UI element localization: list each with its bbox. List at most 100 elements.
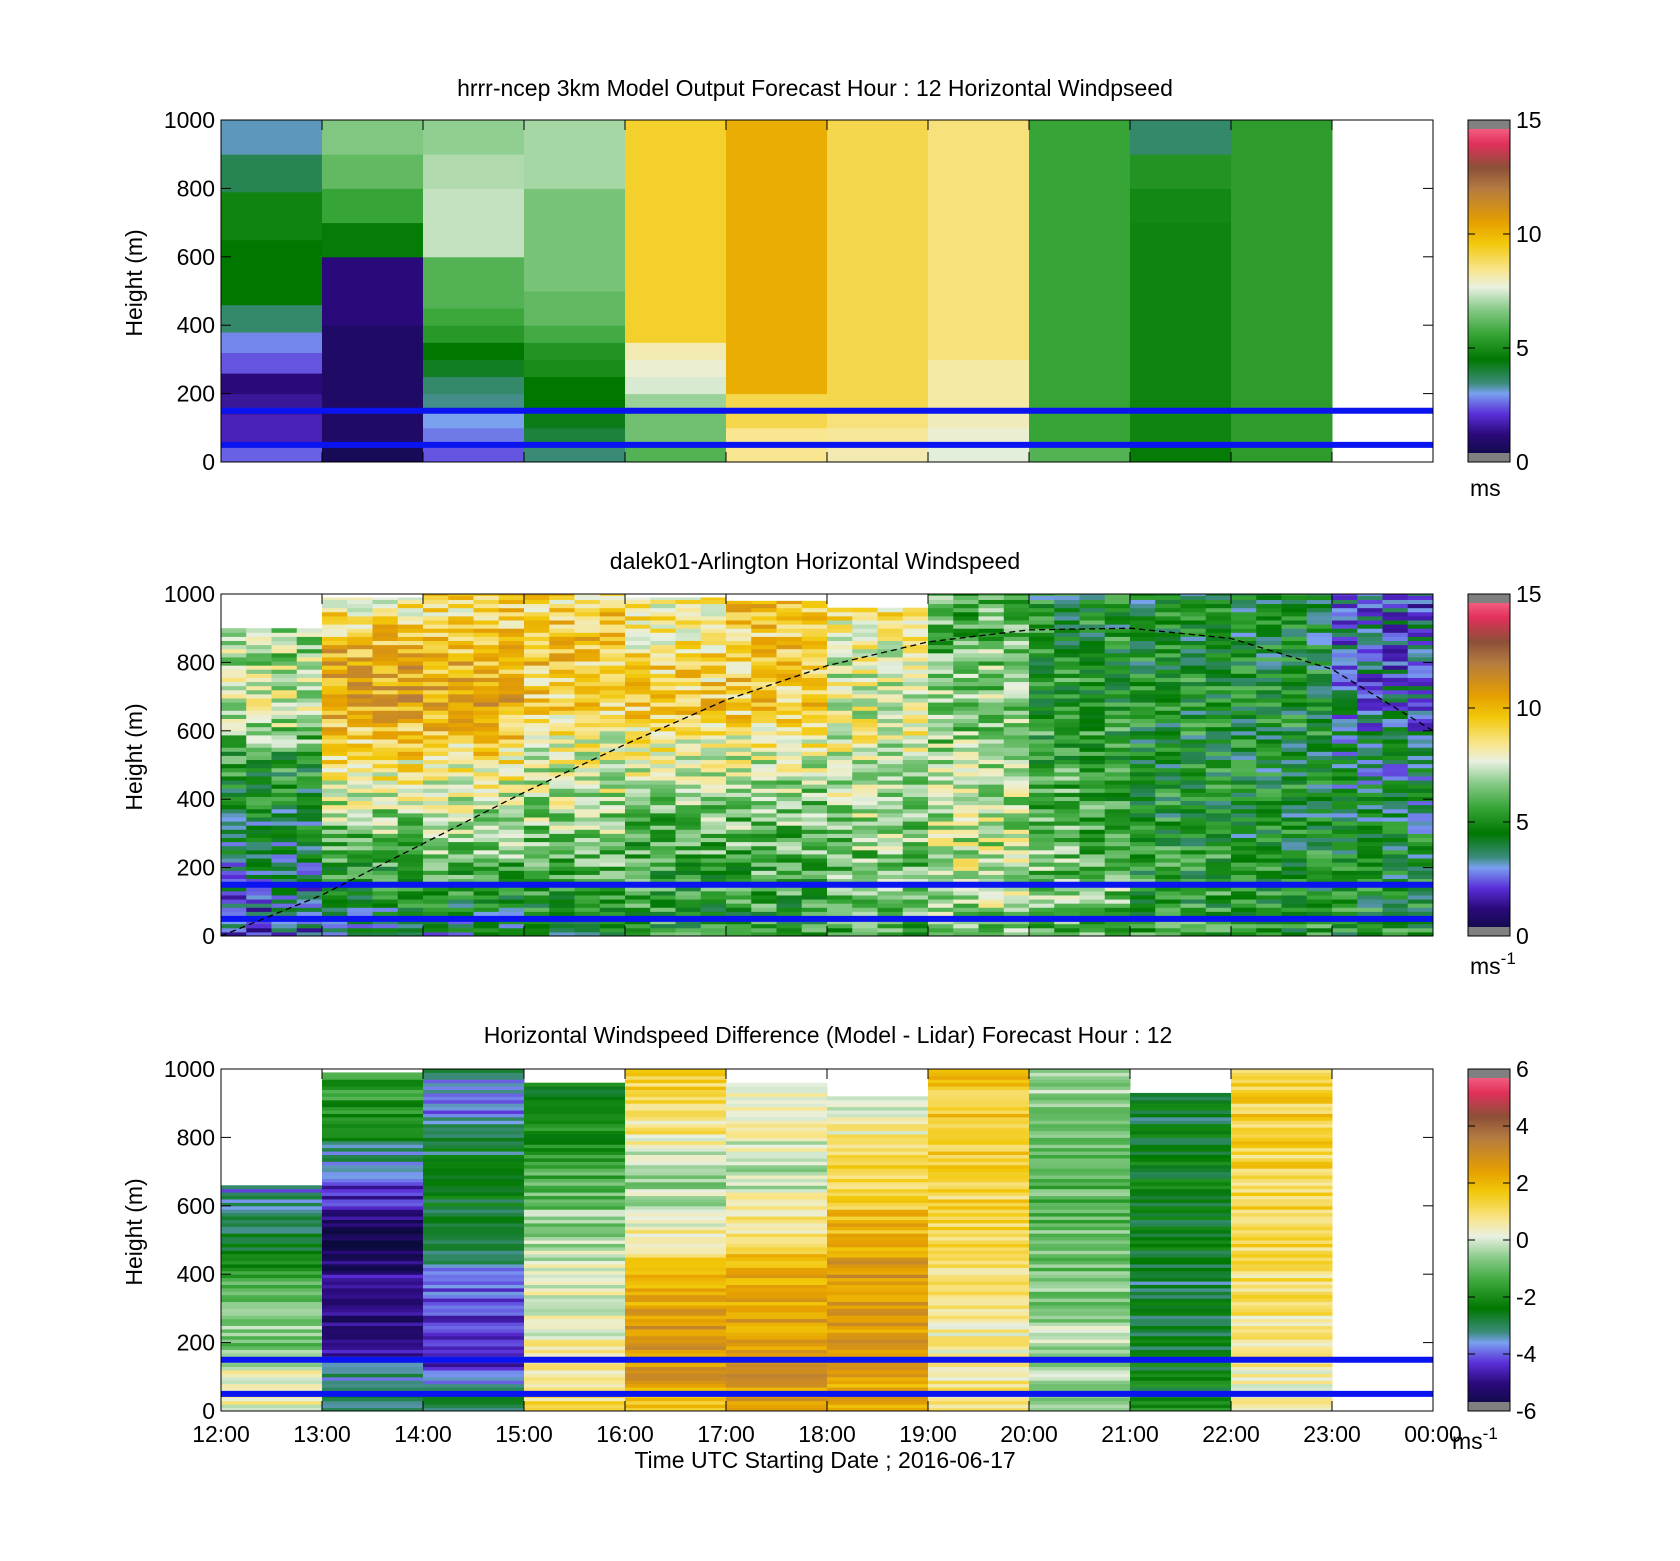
data-cell xyxy=(776,697,803,703)
data-cell xyxy=(1104,665,1131,670)
data-cell xyxy=(1306,594,1333,596)
data-cell xyxy=(574,771,601,777)
data-cell xyxy=(852,870,878,875)
data-cell xyxy=(928,611,954,617)
data-cell xyxy=(1054,837,1080,843)
data-cell xyxy=(776,911,803,916)
data-cell xyxy=(1205,677,1232,683)
data-cell xyxy=(1256,599,1282,605)
data-cell xyxy=(852,841,878,847)
data-cell xyxy=(1332,710,1358,715)
data-cell xyxy=(296,718,323,724)
data-cell xyxy=(625,1123,727,1128)
data-cell xyxy=(1332,780,1358,785)
data-cell xyxy=(1029,718,1055,724)
data-cell xyxy=(1104,730,1131,736)
data-cell xyxy=(1231,673,1257,678)
data-cell xyxy=(726,600,752,605)
data-cell xyxy=(1155,907,1181,912)
data-cell xyxy=(928,1171,1030,1176)
data-cell xyxy=(1155,726,1181,732)
data-cell xyxy=(726,628,752,633)
data-cell xyxy=(1332,681,1358,687)
data-cell xyxy=(1382,640,1409,646)
data-cell xyxy=(1205,636,1232,642)
data-cell xyxy=(827,636,853,642)
y-tick-label: 400 xyxy=(177,786,215,812)
data-cell xyxy=(473,780,500,785)
data-cell xyxy=(827,632,853,637)
data-cell xyxy=(751,656,777,662)
data-cell xyxy=(827,1151,929,1155)
data-cell xyxy=(322,1270,424,1275)
data-cell xyxy=(675,661,702,666)
data-cell xyxy=(599,829,626,834)
data-cell xyxy=(827,673,853,678)
data-cell xyxy=(978,743,1005,748)
data-cell xyxy=(1180,808,1207,814)
data-cell xyxy=(978,636,1005,642)
data-cell xyxy=(928,1079,1030,1084)
data-cell xyxy=(524,1369,626,1374)
data-cell xyxy=(246,652,272,658)
data-cell xyxy=(322,1130,424,1135)
data-cell xyxy=(271,640,298,646)
data-cell xyxy=(524,1281,626,1285)
data-cell xyxy=(1180,878,1207,884)
data-cell xyxy=(852,858,878,863)
data-cell xyxy=(296,661,323,666)
data-cell xyxy=(296,874,323,880)
data-cell xyxy=(1054,903,1080,908)
data-cell xyxy=(498,661,525,666)
data-cell xyxy=(524,1298,626,1303)
data-cell xyxy=(1357,726,1383,732)
data-cell xyxy=(524,1257,626,1262)
data-cell xyxy=(423,771,449,777)
data-cell xyxy=(1231,812,1257,818)
data-cell xyxy=(296,734,323,740)
data-cell xyxy=(776,632,803,637)
data-cell xyxy=(625,1120,727,1125)
data-cell xyxy=(928,825,954,830)
data-cell xyxy=(1003,890,1030,896)
data-cell xyxy=(1079,615,1106,621)
data-cell xyxy=(473,632,500,637)
data-cell xyxy=(625,640,651,646)
data-cell xyxy=(1332,706,1358,711)
data-cell xyxy=(726,603,752,609)
data-cell xyxy=(1357,603,1383,609)
data-cell xyxy=(423,739,449,744)
data-cell xyxy=(1281,890,1308,896)
data-cell xyxy=(751,673,777,678)
data-cell xyxy=(246,816,272,822)
data-cell xyxy=(928,1157,1030,1162)
data-cell xyxy=(877,706,904,711)
data-cell xyxy=(448,894,474,900)
data-cell xyxy=(221,804,247,810)
data-cell xyxy=(322,747,348,752)
data-cell xyxy=(953,755,979,761)
data-cell xyxy=(322,726,348,732)
data-cell xyxy=(827,874,853,880)
data-cell xyxy=(473,767,500,773)
data-cell xyxy=(246,775,272,781)
data-cell xyxy=(776,849,803,855)
data-cell xyxy=(827,1400,929,1405)
data-cell xyxy=(549,849,575,855)
data-cell xyxy=(726,1240,828,1244)
data-cell xyxy=(1180,784,1207,789)
data-cell xyxy=(877,759,904,765)
data-cell xyxy=(801,702,828,707)
data-cell xyxy=(902,767,929,773)
data-cell xyxy=(1231,734,1257,740)
data-cell xyxy=(1104,780,1131,785)
data-cell xyxy=(549,837,575,843)
data-cell xyxy=(1231,739,1257,744)
data-cell xyxy=(1332,874,1358,880)
data-cell xyxy=(1180,792,1207,797)
data-cell xyxy=(751,829,777,834)
data-cell xyxy=(423,1311,525,1316)
data-cell xyxy=(1332,927,1358,933)
data-cell xyxy=(751,661,777,666)
data-cell xyxy=(347,636,373,642)
